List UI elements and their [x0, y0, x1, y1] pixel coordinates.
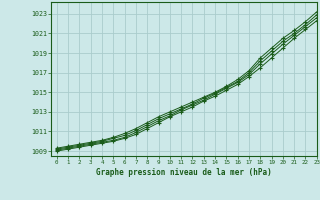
- X-axis label: Graphe pression niveau de la mer (hPa): Graphe pression niveau de la mer (hPa): [96, 168, 272, 177]
